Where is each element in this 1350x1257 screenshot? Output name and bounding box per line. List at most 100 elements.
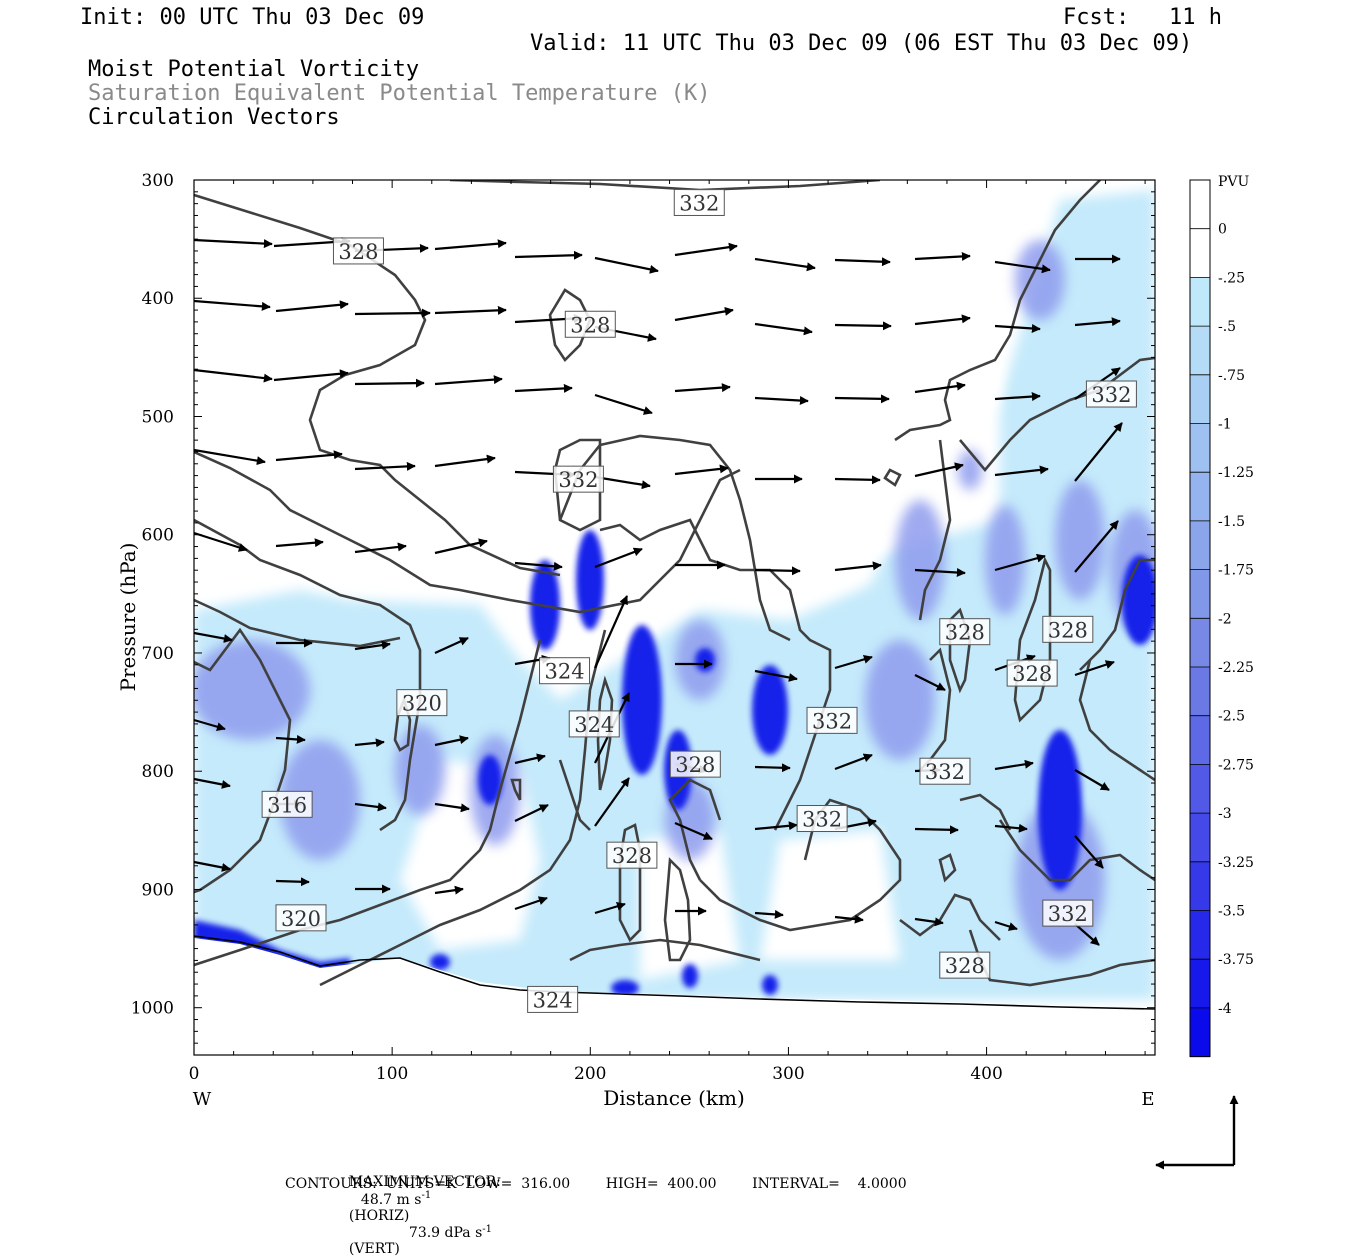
contour-label: 328 (564, 310, 616, 338)
colorbar-label: -1 (1218, 417, 1232, 433)
contour-label-text: 328 (570, 313, 610, 337)
contour-label: 320 (275, 904, 327, 932)
contour-label-box (552, 465, 604, 493)
contour-label-box (275, 904, 327, 932)
contour-label-text: 328 (1048, 618, 1088, 642)
contour-label: 328 (606, 841, 658, 869)
colorbar-label: -.75 (1218, 368, 1245, 384)
y-tick-label: 1000 (131, 999, 174, 1019)
x-tick-labels: 0 100 200 300 400 (189, 1064, 1003, 1084)
max-vector-line: MAXIMUM VECTOR: 48.7 m s-1 (HORIZ) 73.9 … (340, 1158, 501, 1257)
field-title-pv: Moist Potential Vorticity (88, 57, 420, 82)
contour-label-box (1042, 615, 1094, 643)
contour-label: 332 (673, 188, 725, 216)
colorbar-label: -2.25 (1218, 660, 1254, 676)
horiz-max-exponent: -1 (421, 1190, 432, 1201)
contour-label-text: 328 (675, 753, 715, 777)
contour-label-box (261, 790, 313, 818)
vert-unit: (VERT) (348, 1241, 400, 1257)
colorbar-swatch (1190, 374, 1210, 424)
contour-label-box (796, 805, 848, 833)
contour-label-box (939, 618, 991, 646)
contour-label-text: 328 (1012, 662, 1052, 686)
contour-label-box (919, 757, 971, 785)
contour-label-text: 320 (281, 907, 321, 931)
contour-label: 320 (396, 689, 448, 717)
valid-time: Valid: 11 UTC Thu 03 Dec 09 (06 EST Thu … (530, 31, 1193, 56)
colorbar-label: -1.5 (1218, 514, 1245, 530)
colorbar-swatch (1190, 569, 1210, 619)
contour-label-box (1085, 380, 1137, 408)
contour-label: 332 (919, 757, 971, 785)
contour-label: 328 (939, 951, 991, 979)
colorbar-label: 0 (1218, 222, 1227, 238)
colorbar-swatch (1190, 618, 1210, 668)
colorbar-label: -2 (1218, 611, 1232, 627)
contour-label-box (1042, 899, 1094, 927)
x-tick-label: 200 (574, 1064, 606, 1084)
contour-label-text: 328 (612, 844, 652, 868)
colorbar-label: -.5 (1218, 319, 1236, 335)
contour-label: 324 (527, 985, 579, 1013)
contour-label-box (806, 706, 858, 734)
theta-e-contours (194, 180, 1155, 987)
x-tick-label: 0 (189, 1064, 200, 1084)
colorbar-swatch (1190, 667, 1210, 717)
field-title-theta: Saturation Equivalent Potential Temperat… (88, 81, 711, 106)
y-tick-label: 500 (142, 407, 174, 427)
contour-label-box (1006, 659, 1058, 687)
x-tick-label: 400 (970, 1064, 1002, 1084)
colorbar-swatch (1190, 520, 1210, 571)
contour-label-box (332, 237, 384, 265)
colorbar-swatch (1190, 715, 1210, 765)
horiz-unit: (HORIZ) (348, 1207, 410, 1224)
terrain-line (194, 935, 1155, 1010)
circulation-vectors (193, 237, 1123, 946)
contour-label-box (673, 188, 725, 216)
y-tick-label: 300 (142, 171, 174, 191)
field-title-vectors: Circulation Vectors (88, 105, 340, 130)
contour-label-text: 328 (945, 954, 985, 978)
colorbar-swatch (1190, 228, 1210, 278)
contour-label: 332 (1042, 899, 1094, 927)
colorbar-label: -1.25 (1218, 465, 1254, 481)
contour-label-box (669, 750, 721, 778)
colorbar-swatch (1190, 861, 1210, 911)
colorbar-label: -4 (1218, 1001, 1232, 1017)
contour-label-text: 316 (267, 793, 307, 817)
contour-label: 328 (332, 237, 384, 265)
axis-ticks (193, 179, 1155, 1056)
contour-label-text: 324 (574, 713, 614, 737)
contour-labels: 332 328 328 332 332 328 328 328 324 320 324 332 328 3… (261, 188, 1137, 1013)
contour-label-text: 328 (338, 240, 378, 264)
colorbar-swatch (1190, 180, 1210, 230)
colorbar-label: -3.5 (1218, 904, 1245, 920)
contour-label-box (568, 710, 620, 738)
contour-label-box (396, 689, 448, 717)
colorbar-swatch (1190, 472, 1210, 522)
contour-label-box (939, 951, 991, 979)
colorbar-swatch (1190, 959, 1210, 1009)
vert-max-value: 73.9 dPa s (408, 1225, 483, 1242)
y-tick-label: 900 (142, 880, 174, 900)
contour-label: 332 (806, 706, 858, 734)
colorbar-label: -1.75 (1218, 563, 1254, 579)
colorbar-unit: PVU (1218, 174, 1250, 190)
contour-label: 316 (261, 790, 313, 818)
colorbar-label: -.25 (1218, 270, 1245, 286)
contour-label: 324 (539, 657, 591, 685)
contour-label: 332 (552, 465, 604, 493)
contour-label-box (527, 985, 579, 1013)
contour-label: 332 (796, 805, 848, 833)
contour-label: 324 (568, 710, 620, 738)
y-tick-labels: 300 400 500 600 700 800 900 1000 (131, 171, 174, 1019)
contour-label-text: 332 (925, 760, 965, 784)
contour-label-text: 332 (802, 808, 842, 832)
contour-label-box (564, 310, 616, 338)
pv-colorbar: 0 -.25 -.5 -.75 -1 -1.25 -1.5 -1.75 -2 -2.25 -2.5 -… (1189, 179, 1254, 1058)
contour-label-box (606, 841, 658, 869)
contour-label: 328 (939, 618, 991, 646)
x-end-label-west: W (193, 1089, 212, 1110)
colorbar-label: -2.75 (1218, 757, 1254, 773)
